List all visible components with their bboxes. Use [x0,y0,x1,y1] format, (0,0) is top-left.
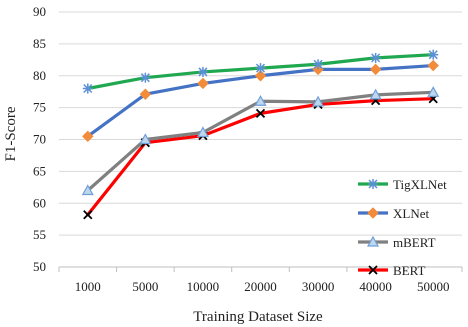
diamond-marker-shape [369,63,382,76]
data-point-mbert [369,88,382,100]
data-point-tigxlnet [140,72,151,83]
legend-marker-bert [368,265,378,275]
axes [58,266,463,272]
data-point-tigxlnet [370,52,381,63]
data-point-bert [83,210,93,220]
triangle-marker-shape [196,126,209,138]
series-line-bert [86,97,435,217]
y-tick-label: 50 [33,259,46,274]
x-marker-stroke [255,108,266,118]
diamond-marker-shape [254,70,267,82]
legend-label: TigXLNet [393,177,447,192]
gridlines [59,11,462,236]
y-tick-label: 90 [33,4,46,19]
x-marker-stroke [83,210,93,220]
series-group [81,49,440,220]
data-point-mbert [196,126,209,138]
y-axis-title: F1-Score [3,106,19,161]
data-point-tigxlnet [428,49,439,60]
diamond-marker-shape [367,207,379,219]
series-line-mbert [86,90,435,193]
x-tick-label: 5000 [132,279,158,294]
triangle-marker-shape [139,133,152,145]
triangle-marker-shape [254,95,267,106]
x-tick-labels: 1000 5000 10000 20000 30000 40000 50000 [75,279,450,294]
x-tick-label: 50000 [417,279,450,294]
legend-label: mBERT [393,235,436,250]
y-tick-label: 85 [33,36,46,51]
x-axis-title: Training Dataset Size [193,309,323,325]
triangle-marker-shape [81,184,94,196]
y-tick-label: 65 [33,163,46,178]
y-tick-label: 80 [33,68,46,83]
x-tick-label: 1000 [75,279,101,294]
legend: TigXLNet XLNet mBERT BERT [358,177,447,278]
legend-label: XLNet [393,206,429,221]
data-point-mbert [254,95,267,106]
triangle-marker-shape [312,95,325,107]
data-point-xlnet [369,63,382,76]
data-point-tigxlnet [82,83,93,94]
x-marker-stroke [368,265,378,275]
diamond-marker-shape [427,59,439,72]
data-point-bert [255,108,266,118]
x-tick-label: 40000 [359,279,392,294]
data-point-xlnet [197,77,209,90]
y-tick-label: 70 [33,132,46,147]
x-tick-label: 10000 [187,279,220,294]
data-point-mbert [312,95,325,107]
diamond-marker-shape [139,88,152,100]
data-point-tigxlnet [313,59,324,70]
legend-marker-tigxlnet [368,179,378,189]
data-point-mbert [139,133,152,145]
triangle-marker-shape [366,235,380,247]
data-point-mbert [81,184,94,196]
data-point-mbert [427,86,440,97]
data-point-xlnet [139,88,152,100]
y-tick-label: 55 [33,227,46,242]
diamond-marker-shape [82,130,94,143]
triangle-marker-shape [369,88,382,100]
data-point-xlnet [427,59,439,72]
x-tick-label: 20000 [244,279,277,294]
diamond-marker-shape [197,77,209,90]
legend-label: BERT [393,263,426,278]
y-tick-labels: 50 55 60 65 70 75 80 85 90 [33,4,46,274]
data-point-tigxlnet [255,63,266,74]
x-tick-label: 30000 [302,279,335,294]
data-point-xlnet [82,130,94,143]
data-point-tigxlnet [197,66,208,77]
triangle-marker-shape [427,86,440,97]
legend-marker-mbert [366,235,380,247]
data-point-xlnet [254,70,267,82]
y-tick-label: 75 [33,100,46,115]
y-tick-label: 60 [33,195,46,210]
legend-marker-xlnet [367,207,379,219]
